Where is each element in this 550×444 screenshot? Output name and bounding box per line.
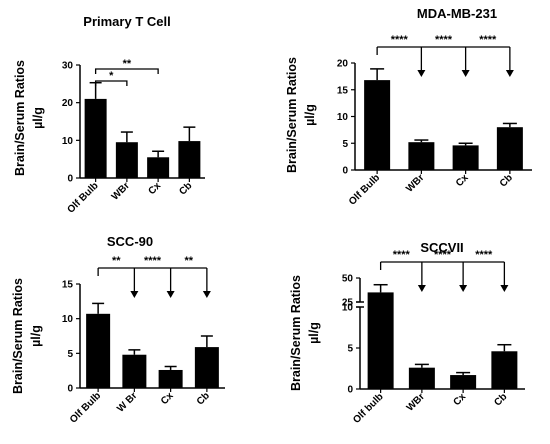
bar-4 bbox=[194, 347, 219, 388]
y-tick-label: 25 bbox=[342, 298, 354, 309]
y-axis-label: Brain/Serum Ratios bbox=[13, 60, 27, 176]
category-label-3: Cx bbox=[159, 390, 176, 407]
category-label-3: Cx bbox=[146, 180, 163, 197]
significance-label: **** bbox=[144, 255, 162, 267]
chart-panel-2: MDA-MB-231 Brain/Serum Ratios µl/g 0 5 10 15 20… bbox=[285, 6, 532, 208]
bar-3 bbox=[452, 145, 479, 170]
bar-2 bbox=[408, 367, 435, 389]
category-label-4: Cb bbox=[177, 180, 194, 197]
y-tick-label: 20 bbox=[62, 98, 74, 109]
category-label-1: Olf Bulb bbox=[68, 390, 103, 425]
significance-label: ** bbox=[123, 58, 132, 70]
bar-3 bbox=[158, 369, 183, 388]
significance-arrow-head bbox=[461, 70, 470, 77]
bar-3 bbox=[450, 375, 477, 389]
y-axis-label: Brain/Serum Ratios bbox=[285, 57, 299, 173]
bar-4 bbox=[491, 351, 518, 389]
significance-label: **** bbox=[435, 34, 453, 46]
significance-arrow-head bbox=[459, 285, 468, 292]
category-label-3: Cx bbox=[451, 391, 468, 408]
bar-2 bbox=[115, 142, 138, 178]
significance-arrow-head bbox=[417, 285, 426, 292]
category-label-4: Cb bbox=[195, 390, 212, 407]
category-label-4: Cb bbox=[498, 172, 515, 189]
category-label-2: WBr bbox=[110, 180, 132, 202]
bar-1 bbox=[367, 292, 394, 389]
category-label-4: Cb bbox=[492, 391, 509, 408]
y-axis-unit: µl/g bbox=[31, 107, 45, 129]
y-tick-label: 0 bbox=[67, 174, 73, 185]
y-tick-label: 5 bbox=[347, 344, 353, 355]
y-tick-label: 10 bbox=[342, 303, 354, 314]
y-tick-label: 5 bbox=[342, 139, 348, 150]
y-tick-label: 0 bbox=[67, 384, 73, 395]
category-label-1: Olf bulb bbox=[351, 391, 385, 425]
panel-title: MDA-MB-231 bbox=[417, 6, 497, 21]
bar-2 bbox=[122, 354, 147, 388]
panel-title: SCC-90 bbox=[107, 234, 153, 249]
significance-label: * bbox=[109, 70, 114, 82]
significance-label: **** bbox=[391, 34, 409, 46]
category-label-2: WBr bbox=[405, 391, 427, 413]
panel-title: SCCVII bbox=[420, 240, 463, 255]
significance-arrow-head bbox=[166, 291, 175, 298]
panel-title: Primary T Cell bbox=[83, 14, 170, 29]
significance-label: **** bbox=[475, 249, 493, 261]
significance-arrow-head bbox=[417, 70, 426, 77]
significance-label: **** bbox=[479, 34, 497, 46]
significance-arrow-head bbox=[130, 291, 139, 298]
bar-2 bbox=[408, 142, 435, 170]
bar-4 bbox=[178, 141, 201, 178]
bar-1 bbox=[364, 80, 391, 170]
significance-label: ** bbox=[184, 255, 193, 267]
y-tick-label: 50 bbox=[342, 274, 354, 285]
y-tick-label: 10 bbox=[62, 314, 74, 325]
y-axis-label: Brain/Serum Ratios bbox=[11, 278, 25, 394]
bar-3 bbox=[147, 157, 170, 178]
bar-1 bbox=[86, 313, 111, 388]
y-tick-label: 5 bbox=[67, 349, 73, 360]
chart-panel-1: Primary T Cell Brain/Serum Ratios µl/g 0 10 2… bbox=[13, 14, 205, 216]
significance-label: **** bbox=[393, 249, 411, 261]
y-tick-label: 30 bbox=[62, 61, 74, 72]
category-label-1: Olf Bulb bbox=[347, 172, 382, 207]
chart-panel-3: SCC-90 Brain/Serum Ratios µl/g 0 5 10 15 Olf Bu… bbox=[11, 234, 225, 426]
significance-bracket bbox=[94, 80, 128, 86]
bar-1 bbox=[84, 98, 107, 178]
y-tick-label: 0 bbox=[342, 166, 348, 177]
y-axis-unit: µl/g bbox=[307, 322, 321, 344]
y-tick-label: 0 bbox=[347, 385, 353, 396]
y-axis-unit: µl/g bbox=[29, 325, 43, 347]
y-axis-unit: µl/g bbox=[303, 104, 317, 126]
significance-bracket bbox=[94, 68, 159, 74]
category-label-3: Cx bbox=[454, 172, 471, 189]
significance-label: **** bbox=[434, 249, 452, 261]
significance-arrow-head bbox=[202, 291, 211, 298]
y-tick-label: 15 bbox=[62, 280, 74, 291]
y-tick-label: 10 bbox=[62, 136, 74, 147]
y-tick-label: 20 bbox=[337, 59, 349, 70]
significance-arrow-head bbox=[505, 70, 514, 77]
significance-label: ** bbox=[112, 255, 121, 267]
y-tick-label: 15 bbox=[337, 85, 349, 96]
category-label-2: WBr bbox=[404, 172, 426, 194]
significance-arrow-head bbox=[500, 285, 509, 292]
bar-4 bbox=[496, 127, 523, 170]
category-label-2: W Br bbox=[115, 390, 139, 414]
y-axis-label: Brain/Serum Ratios bbox=[289, 275, 303, 391]
y-tick-label: 10 bbox=[337, 112, 349, 123]
category-label-1: Olf Bulb bbox=[65, 180, 100, 215]
